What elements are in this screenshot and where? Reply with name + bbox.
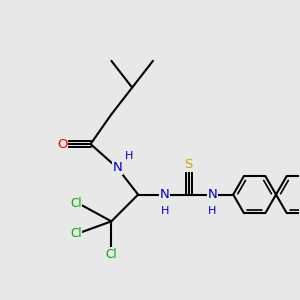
Text: H: H — [161, 206, 169, 216]
Text: H: H — [125, 151, 134, 161]
Text: Cl: Cl — [70, 227, 82, 240]
Text: O: O — [57, 138, 68, 151]
Text: Cl: Cl — [70, 197, 82, 210]
Text: S: S — [184, 158, 193, 171]
Text: N: N — [160, 188, 170, 201]
Text: N: N — [112, 161, 122, 174]
Text: Cl: Cl — [106, 248, 117, 260]
Text: N: N — [208, 188, 217, 201]
Text: H: H — [208, 206, 217, 216]
